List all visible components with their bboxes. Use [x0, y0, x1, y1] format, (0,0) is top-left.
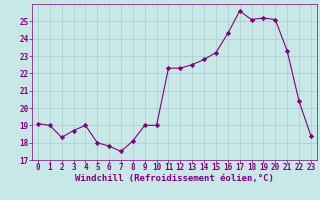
X-axis label: Windchill (Refroidissement éolien,°C): Windchill (Refroidissement éolien,°C): [75, 174, 274, 183]
